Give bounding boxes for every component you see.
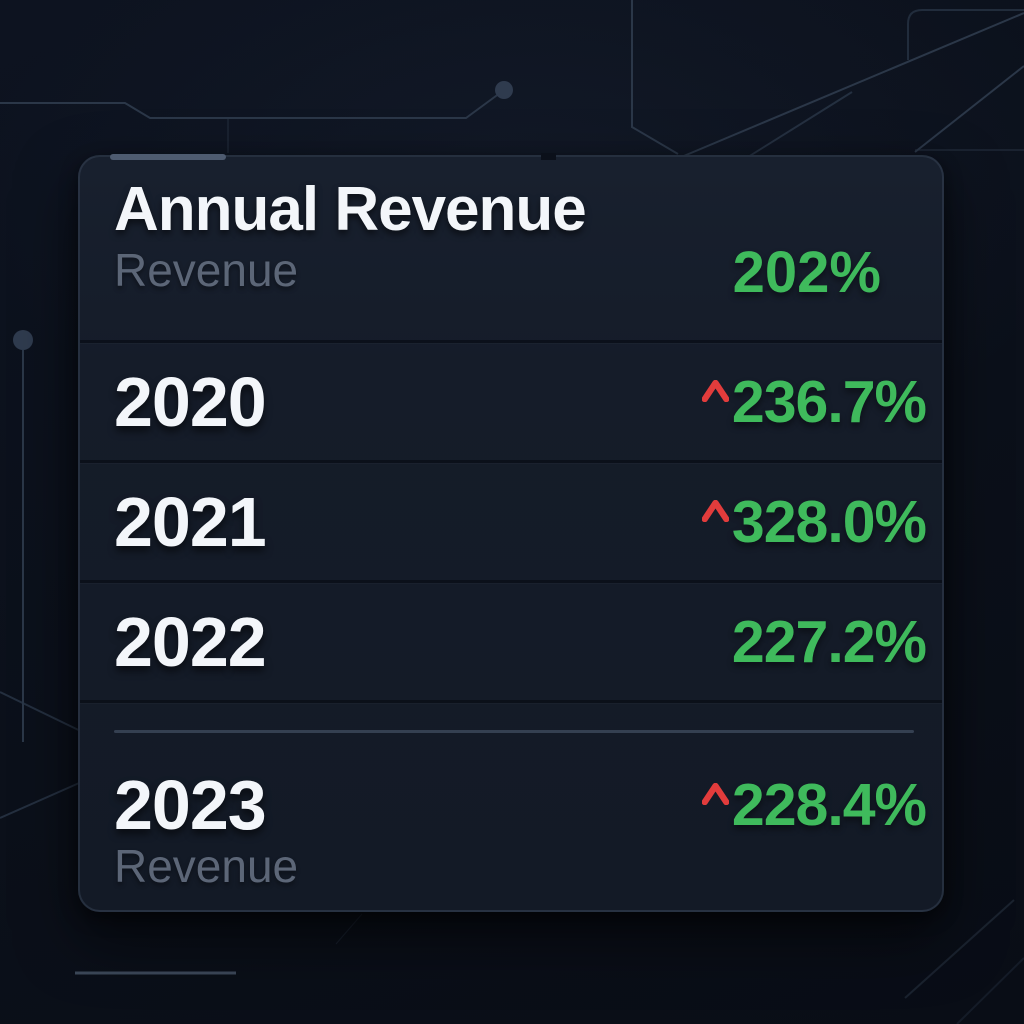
up-arrow-icon [701, 783, 729, 805]
card-header: Annual Revenue Revenue 202% [80, 157, 942, 340]
year-label: 2022 [114, 602, 267, 681]
year-label: 2021 [114, 482, 267, 561]
table-row-2020: 2020 236.7% [80, 340, 942, 460]
value-text: 236.7% [731, 368, 927, 435]
card-title: Annual Revenue [114, 175, 587, 244]
value-2022: 227.2% [731, 608, 927, 676]
value-text: 227.2% [731, 608, 927, 675]
year-label: 2023 [114, 766, 267, 844]
value-2021: 328.0% [701, 488, 927, 556]
row-sublabel: Revenue [114, 840, 299, 892]
table-row-2021: 2021 328.0% [80, 460, 942, 580]
up-arrow-icon [701, 379, 729, 402]
circuit-trace-top-left [0, 92, 501, 119]
summary-value: 202% [732, 240, 881, 305]
circuit-node-left [13, 330, 33, 350]
card-subtitle: Revenue [114, 244, 299, 297]
circuit-node-top [495, 81, 513, 99]
up-arrow-icon [701, 499, 729, 522]
card-top-accent-bar [110, 154, 226, 160]
value-text: 228.4% [731, 772, 927, 838]
value-text: 328.0% [731, 488, 927, 555]
table-row-2023: 2023 228.4% Revenue [80, 700, 942, 914]
annual-revenue-card: Annual Revenue Revenue 202% 2020 236.7% … [78, 153, 944, 914]
row-divider [114, 730, 914, 733]
year-label: 2020 [114, 362, 267, 441]
circuit-panel-corner [631, 0, 679, 155]
table-row-2022: 2022 227.2% [80, 580, 942, 700]
value-2023: 228.4% [701, 771, 927, 839]
card-top-border-notch [541, 153, 556, 160]
value-2020: 236.7% [701, 368, 927, 436]
